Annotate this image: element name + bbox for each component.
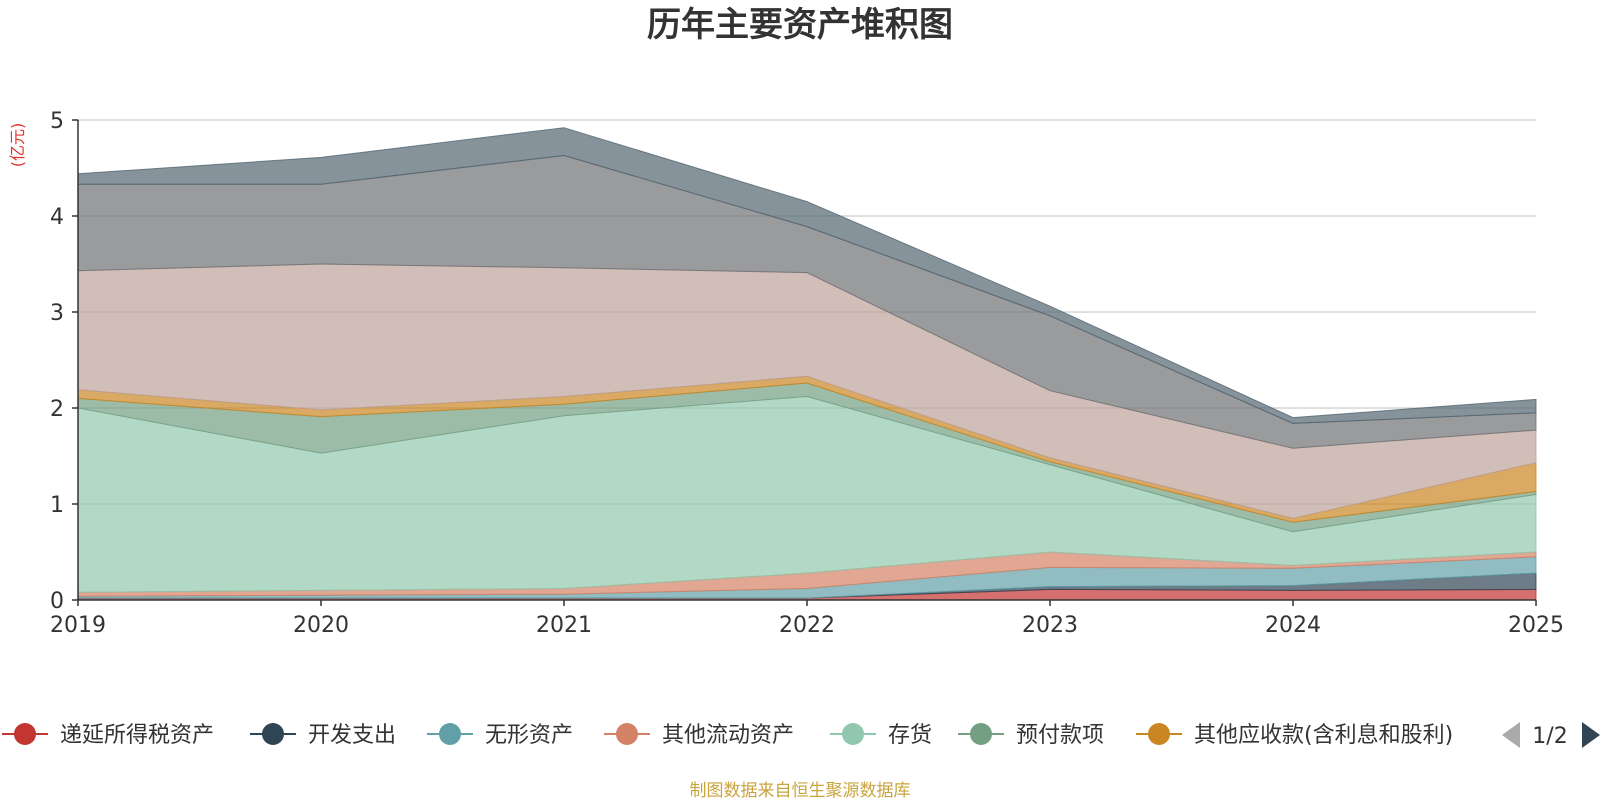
y-tick-label: 1 [50, 493, 64, 518]
x-tick-label: 2023 [1022, 613, 1078, 638]
legend-dot-icon [1148, 723, 1170, 745]
y-tick-label: 4 [50, 205, 64, 230]
legend-dot-icon [14, 723, 36, 745]
area-series-10 [77, 127, 1537, 424]
data-source-note: 制图数据来自恒生聚源数据库 [690, 781, 911, 800]
x-tick-label: 2025 [1508, 613, 1564, 638]
chart-title: 历年主要资产堆积图 [647, 5, 953, 45]
y-tick-label: 5 [50, 109, 64, 134]
legend-dot-icon [262, 723, 284, 745]
legend-item-5[interactable]: 存货 [830, 723, 932, 748]
legend-label: 预付款项 [1016, 723, 1104, 748]
legend: 递延所得税资产 开发支出 无形资产 其他流动资产 存货 预付款项 其他应收款(含利息和股利) [2, 723, 1453, 748]
legend-item-6[interactable]: 预付款项 [958, 723, 1104, 748]
stacked-areas [77, 127, 1537, 601]
legend-label: 开发支出 [308, 723, 396, 748]
legend-item-7[interactable]: 其他应收款(含利息和股利) [1136, 723, 1453, 748]
legend-label: 存货 [888, 723, 932, 748]
y-tick-label: 2 [50, 397, 64, 422]
y-axis-unit-label: (亿元) [8, 123, 27, 168]
legend-pager: 1/2 [1502, 722, 1600, 749]
legend-item-3[interactable]: 无形资产 [427, 723, 573, 748]
y-tick-label: 0 [50, 589, 64, 614]
legend-dot-icon [439, 723, 461, 745]
legend-dot-icon [970, 723, 992, 745]
legend-label: 其他流动资产 [662, 723, 794, 748]
legend-label: 递延所得税资产 [60, 723, 214, 748]
legend-item-2[interactable]: 开发支出 [250, 723, 396, 748]
legend-item-1[interactable]: 递延所得税资产 [2, 723, 214, 748]
x-tick-label: 2021 [536, 613, 592, 638]
y-tick-label: 3 [50, 301, 64, 326]
axes: 0 1 2 3 4 5 2019 2020 2021 2022 2023 2024 2025 [50, 109, 1564, 638]
legend-prev-arrow-icon[interactable] [1502, 722, 1520, 748]
x-tick-label: 2024 [1265, 613, 1321, 638]
x-tick-label: 2020 [293, 613, 349, 638]
legend-label: 无形资产 [485, 723, 573, 748]
legend-item-4[interactable]: 其他流动资产 [604, 723, 794, 748]
legend-dot-icon [842, 723, 864, 745]
legend-label: 其他应收款(含利息和股利) [1194, 723, 1453, 748]
x-tick-label: 2019 [50, 613, 106, 638]
legend-next-arrow-icon[interactable] [1582, 722, 1600, 748]
legend-dot-icon [616, 723, 638, 745]
x-tick-label: 2022 [779, 613, 835, 638]
legend-page-indicator: 1/2 [1532, 724, 1567, 749]
